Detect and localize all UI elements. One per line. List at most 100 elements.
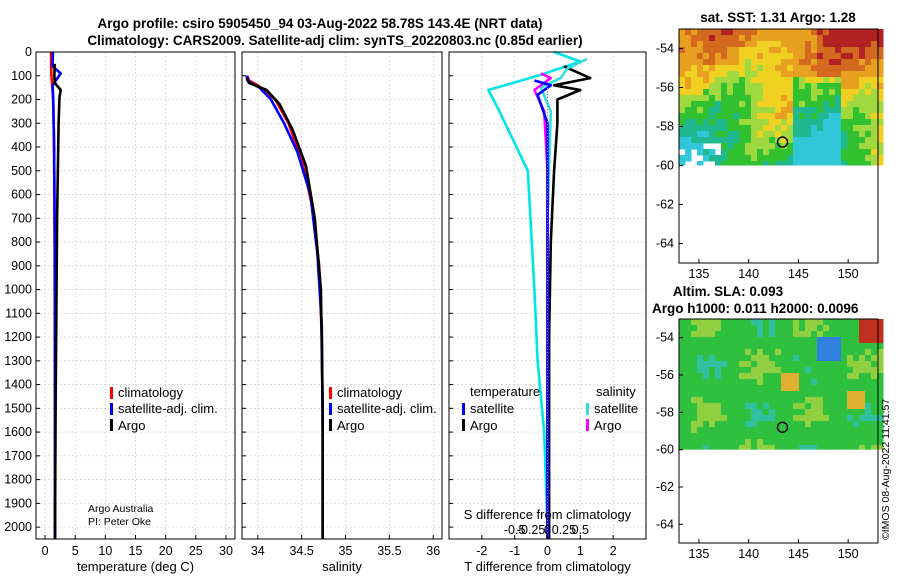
map-cell (871, 71, 878, 78)
map-cell (733, 379, 740, 386)
map-cell (739, 77, 746, 84)
map-cell (679, 325, 686, 332)
map-cell (721, 349, 728, 356)
map-cell (721, 397, 728, 404)
map-cell (727, 149, 734, 156)
map-cell (841, 415, 848, 422)
map-cell (769, 325, 776, 332)
map-cell (691, 397, 698, 404)
map-cell (733, 83, 740, 90)
x-axis-label-top: S difference from climatology (464, 507, 632, 522)
map-cell (745, 65, 752, 72)
map-cell (769, 409, 776, 416)
map-cell (781, 89, 788, 96)
map-cell (739, 337, 746, 344)
map-cell (679, 47, 686, 54)
map-cell (685, 125, 692, 132)
map-cell (811, 331, 818, 338)
map-cell (697, 355, 704, 362)
map-cell (697, 415, 704, 422)
map-cell (799, 433, 806, 440)
map-cell (829, 149, 836, 156)
map-cell (703, 59, 710, 66)
map-cell (769, 77, 776, 84)
map-cell (835, 349, 842, 356)
map-cell (727, 367, 734, 374)
map-cell (799, 385, 806, 392)
y-tick-label: -64 (656, 237, 674, 251)
map-cell (721, 53, 728, 60)
map-cell (691, 445, 698, 450)
map-cell (781, 397, 788, 404)
map-cell (739, 379, 746, 386)
map-cell (775, 143, 782, 150)
map-cell (769, 391, 776, 398)
map-cell (841, 53, 848, 60)
map-cell (829, 101, 836, 108)
map-cell (733, 403, 740, 410)
map-cell (841, 161, 848, 166)
map-cell (691, 107, 698, 114)
map-cell (775, 391, 782, 398)
x-tick-label: 0 (544, 544, 551, 558)
map-cell (829, 439, 836, 446)
map-cell (769, 445, 776, 450)
map-cell (811, 385, 818, 392)
legend-swatch-satellite (110, 403, 113, 415)
map-cell (709, 361, 716, 368)
map-cell (877, 397, 884, 404)
map-cell (787, 107, 794, 114)
map-cell (787, 409, 794, 416)
map-cell (847, 319, 854, 326)
map-cell (757, 409, 764, 416)
credit-program: Argo Australia (88, 503, 154, 515)
map-cell (847, 403, 854, 410)
map-cell (847, 373, 854, 380)
map-cell (877, 137, 884, 144)
map-cell (763, 403, 770, 410)
map-cell (793, 89, 800, 96)
map-cell (799, 421, 806, 428)
map-cell (781, 29, 788, 36)
map-cell (871, 421, 878, 428)
map-cell (877, 349, 884, 356)
map-cell (703, 361, 710, 368)
map-cell (805, 143, 812, 150)
map-cell (817, 337, 824, 344)
map-cell (715, 101, 722, 108)
map-cell (847, 439, 854, 446)
map-cell (757, 65, 764, 72)
map-cell (865, 113, 872, 120)
map-cell (703, 325, 710, 332)
map-cell (835, 155, 842, 162)
map-cell (763, 391, 770, 398)
map-cell (877, 319, 884, 326)
map-cell (847, 41, 854, 48)
map-cell (703, 343, 710, 350)
map-cell (787, 65, 794, 72)
map-cell (829, 83, 836, 90)
map-cell (859, 143, 866, 150)
y-tick-label: -62 (656, 480, 674, 494)
map-cell (691, 373, 698, 380)
map-cell (691, 343, 698, 350)
map-cell (745, 355, 752, 362)
map-cell (745, 409, 752, 416)
map-cell (781, 101, 788, 108)
map-cell (835, 355, 842, 362)
map-cell (829, 137, 836, 144)
map-cell (709, 409, 716, 416)
map-cell (799, 367, 806, 374)
map-cell (865, 95, 872, 102)
x-tick-label: 150 (838, 547, 859, 561)
map-cell (817, 373, 824, 380)
map-cell (781, 415, 788, 422)
map-cell (841, 367, 848, 374)
map-cell (859, 35, 866, 42)
map-cell (847, 331, 854, 338)
map-cell (799, 131, 806, 138)
map-cell (787, 149, 794, 156)
map-cell (871, 113, 878, 120)
